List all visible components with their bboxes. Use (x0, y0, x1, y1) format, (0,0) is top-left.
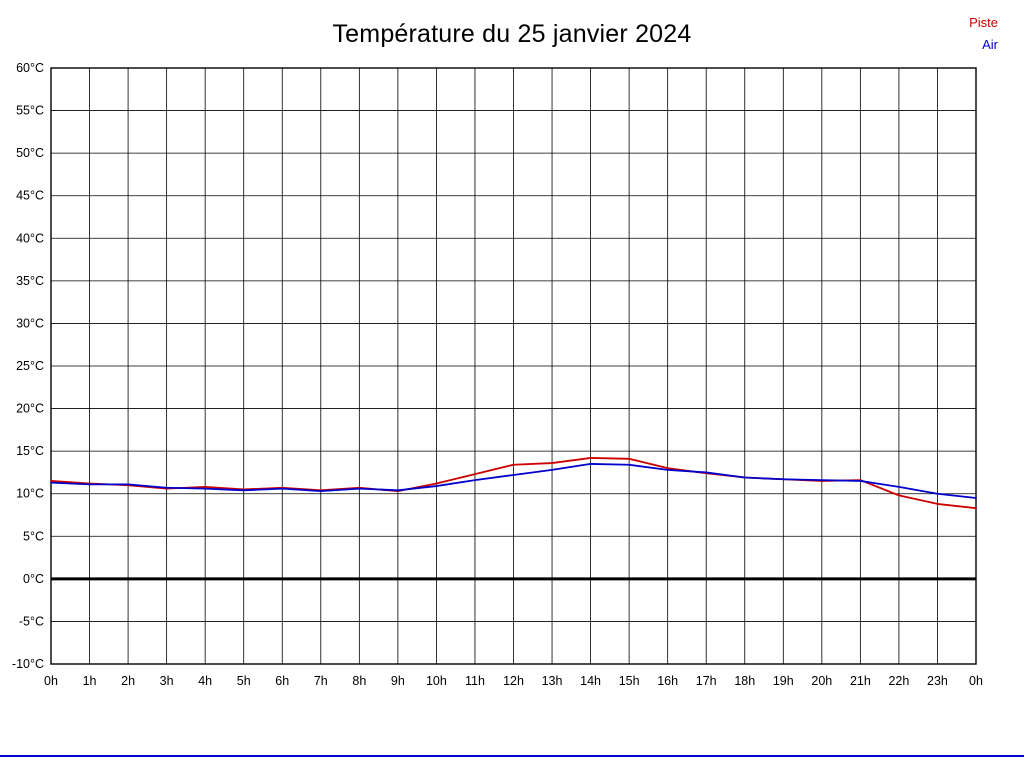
x-axis-tick-label: 1h (83, 674, 97, 688)
x-axis-tick-label: 18h (734, 674, 755, 688)
x-axis-tick-label: 4h (198, 674, 212, 688)
x-axis-tick-label: 2h (121, 674, 135, 688)
x-axis-tick-label: 11h (465, 674, 485, 688)
x-axis-tick-label: 23h (927, 674, 948, 688)
chart-title: Température du 25 janvier 2024 (332, 20, 692, 48)
series-line-air (50, 463, 977, 499)
y-axis-tick-label: -5°C (19, 614, 44, 628)
x-axis-tick-label: 22h (888, 674, 909, 688)
y-axis-tick-label: 5°C (23, 529, 44, 543)
x-axis-tick-label: 0h (44, 674, 58, 688)
y-axis-tick-label: 15°C (16, 444, 44, 458)
x-axis-tick-label: 20h (811, 674, 832, 688)
x-axis-tick-label: 19h (773, 674, 794, 688)
y-axis-tick-label: 20°C (16, 402, 44, 416)
y-axis-tick-label: 40°C (16, 231, 44, 245)
x-axis-tick-label: 3h (160, 674, 174, 688)
y-axis-tick-label: 55°C (16, 104, 44, 118)
y-axis-tick-label: 0°C (23, 572, 44, 586)
x-axis-tick-label: 15h (619, 674, 640, 688)
plot-border (50, 67, 977, 665)
x-axis-tick-label: 17h (696, 674, 717, 688)
x-axis-tick-label: 6h (275, 674, 289, 688)
x-axis-tick-label: 9h (391, 674, 405, 688)
legend: Piste Air (969, 12, 998, 56)
x-axis-tick-label: 5h (237, 674, 251, 688)
x-axis-tick-label: 13h (542, 674, 563, 688)
y-axis-tick-label: 60°C (16, 61, 44, 75)
x-axis-tick-label: 16h (657, 674, 678, 688)
y-axis-tick-label: 25°C (16, 359, 44, 373)
x-axis-tick-label: 0h (969, 674, 983, 688)
y-axis-tick-label: 45°C (16, 189, 44, 203)
x-axis-tick-label: 8h (352, 674, 366, 688)
bottom-divider-bar (0, 755, 1024, 757)
x-axis-tick-label: 10h (426, 674, 447, 688)
y-axis-tick-label: -10°C (12, 657, 44, 671)
legend-piste-label: Piste (969, 15, 998, 30)
x-axis-tick-label: 7h (314, 674, 328, 688)
x-axis-tick-label: 14h (580, 674, 601, 688)
x-axis-tick-label: 12h (503, 674, 524, 688)
y-axis-tick-label: 10°C (16, 487, 44, 501)
legend-air-label: Air (982, 37, 998, 52)
y-axis-tick-label: 35°C (16, 274, 44, 288)
y-axis-tick-label: 50°C (16, 146, 44, 160)
x-axis-tick-label: 21h (850, 674, 871, 688)
y-axis-tick-label: 30°C (16, 316, 44, 330)
